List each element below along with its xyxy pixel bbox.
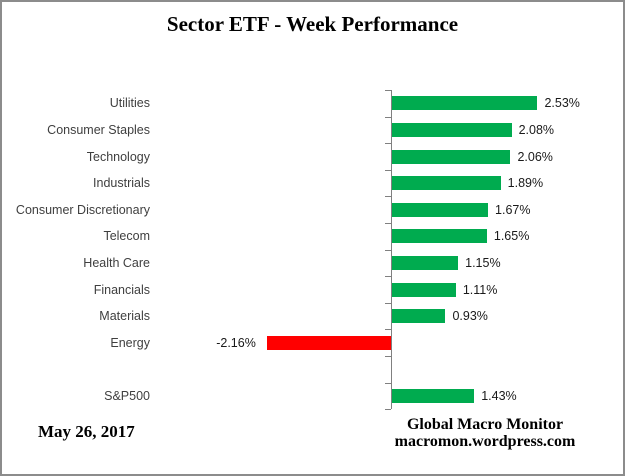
axis-tick [385,276,391,278]
positive-bar [392,282,456,297]
axis-tick [385,382,391,384]
negative-bar [266,335,391,350]
axis-tick [385,143,391,145]
value-label: 1.65% [493,229,530,244]
axis-tick [385,249,391,251]
axis-tick [385,196,391,198]
category-label: Consumer Staples [47,122,150,137]
chart-title: Sector ETF - Week Performance [166,12,459,36]
credit-line1: Global Macro Monitor [406,416,564,433]
value-label: 2.53% [544,96,580,111]
axis-tick [385,329,391,331]
category-label: Telecom [103,229,150,244]
axis-tick [385,223,391,224]
positive-bar [392,388,475,403]
value-label: 1.11% [462,282,498,297]
axis-tick [385,409,391,411]
category-label: Utilities [109,96,150,111]
positive-bar [392,176,501,191]
category-label: Energy [110,335,150,350]
positive-bar [392,202,489,217]
value-label: 2.06% [517,149,553,164]
positive-bar [392,122,512,137]
axis-tick [385,302,391,304]
positive-bar [392,229,487,244]
category-label: Financials [93,282,150,297]
category-label: Materials [99,309,150,324]
category-label: S&P500 [104,388,150,403]
value-label: 1.43% [481,388,517,403]
positive-bar [392,255,459,270]
category-label: Technology [86,149,150,164]
axis-tick [385,356,391,357]
category-label: Health Care [83,255,150,270]
date-label: May 26, 2017 [38,422,135,441]
category-label: Consumer Discretionary [15,202,150,217]
positive-bar [392,309,446,324]
category-label: Industrials [93,176,150,191]
value-label: 1.15% [465,255,501,270]
value-label: 1.89% [507,176,544,191]
value-label: 0.93% [452,309,488,324]
axis-tick [385,169,391,171]
value-label: 2.08% [518,122,555,137]
credit-line2: macromon.wordpress.com [394,433,576,450]
positive-bar [392,96,538,111]
axis-tick [385,90,391,91]
positive-bar [392,149,511,164]
axis-tick [385,116,391,118]
value-label: 1.67% [495,202,531,217]
value-label: -2.16% [216,335,256,350]
credit-block: Global Macro Monitor macromon.wordpress.… [378,416,592,450]
category-axis-line [390,90,392,410]
